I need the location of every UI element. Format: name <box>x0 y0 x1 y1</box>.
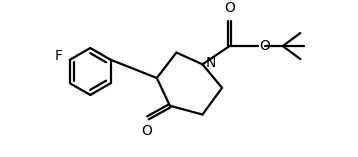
Text: O: O <box>259 39 270 53</box>
Text: O: O <box>224 1 235 15</box>
Text: O: O <box>141 124 152 138</box>
Text: F: F <box>55 49 63 63</box>
Text: N: N <box>206 56 216 70</box>
